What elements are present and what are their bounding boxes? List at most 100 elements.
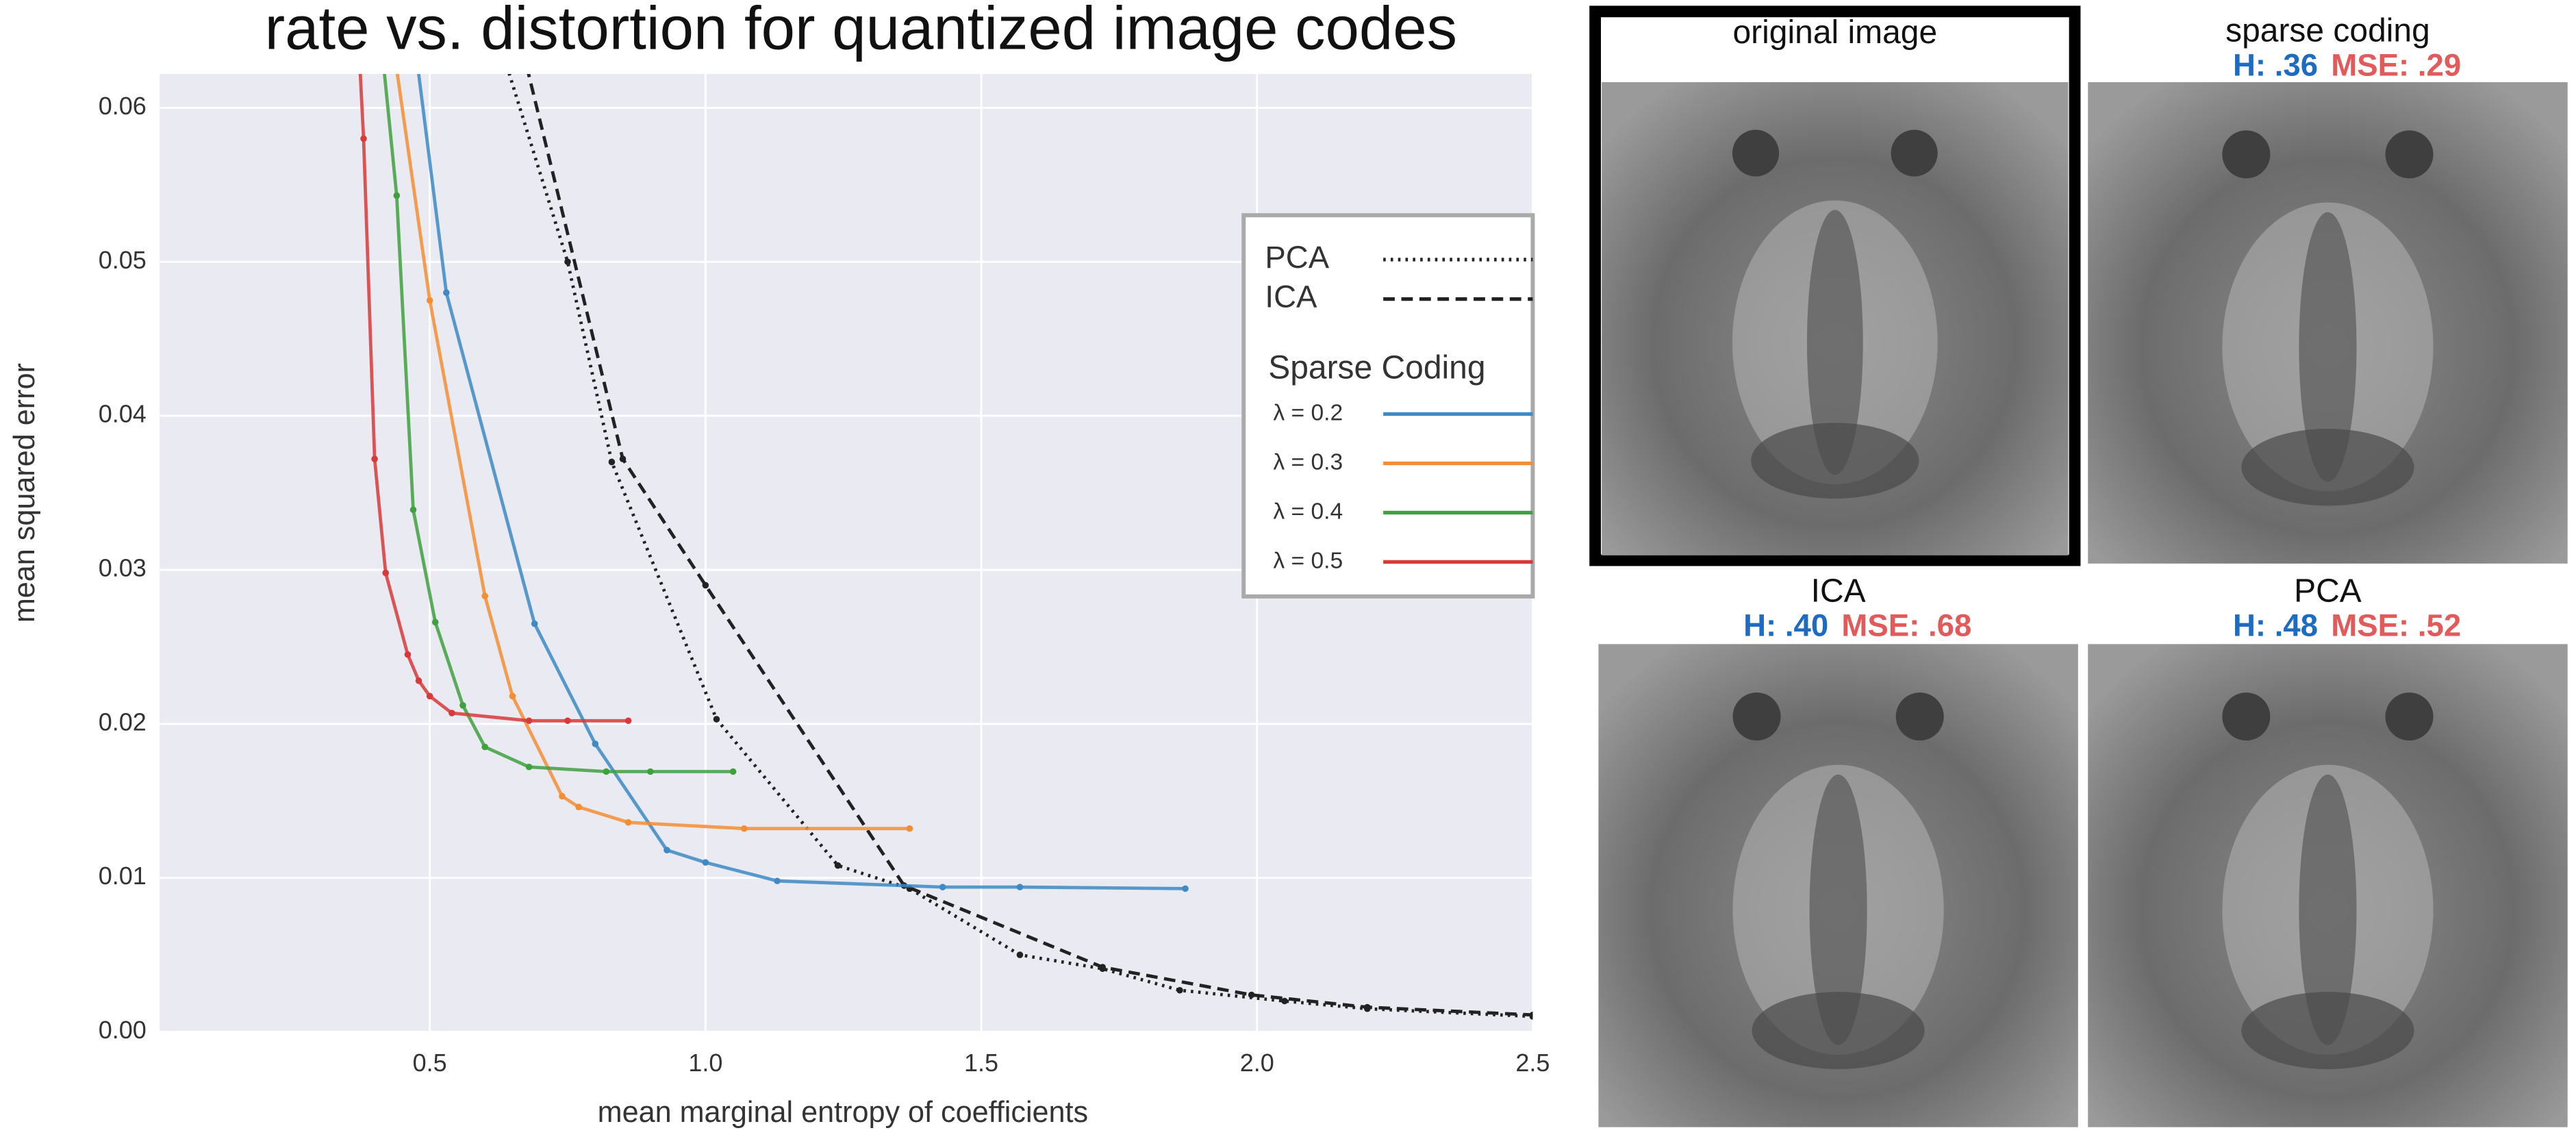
series-point	[664, 847, 670, 853]
series-point	[559, 792, 566, 800]
image-feature	[1895, 692, 1944, 741]
series-point	[531, 620, 538, 627]
panel-title: ICA	[1811, 573, 1866, 610]
series-point	[592, 740, 599, 747]
panel-mse: MSE: .29	[2331, 47, 2461, 82]
panel-image	[1602, 82, 2069, 555]
series-point	[1016, 951, 1024, 958]
image-feature	[1732, 129, 1780, 177]
image-feature	[2241, 429, 2414, 506]
panel-image	[2088, 82, 2568, 564]
y-axis-label: mean squared error	[8, 363, 41, 623]
x-tick-label: 2.5	[1515, 1049, 1550, 1077]
series-point	[939, 884, 946, 890]
panel-entropy: H: .40	[1743, 608, 1828, 642]
y-tick-label: 0.01	[99, 862, 147, 890]
image-feature	[2299, 774, 2357, 1045]
legend-subtitle: Sparse Coding	[1268, 349, 1485, 386]
series-point	[713, 716, 720, 723]
series-point	[564, 717, 571, 725]
legend-box	[1241, 213, 1535, 599]
series-point	[525, 763, 533, 771]
series-point	[702, 582, 709, 589]
image-feature	[1752, 992, 1925, 1069]
image-feature	[1732, 692, 1781, 741]
series-point	[564, 258, 571, 266]
series-point	[509, 692, 516, 700]
image-feature	[2385, 692, 2434, 741]
series-point	[729, 768, 737, 775]
series-point	[834, 862, 842, 869]
image-feature	[2241, 992, 2414, 1069]
y-tick-label: 0.00	[99, 1016, 147, 1044]
series-point	[415, 677, 422, 684]
series-point	[371, 455, 378, 462]
series-point	[360, 135, 367, 142]
series-line	[417, 73, 1186, 890]
series-point	[1182, 885, 1189, 892]
series-point	[1176, 986, 1183, 994]
legend-label: λ = 0.3	[1273, 449, 1343, 475]
image-feature	[1891, 129, 1938, 177]
series-point	[1529, 1011, 1533, 1019]
y-tick-label: 0.06	[99, 92, 147, 120]
series-point	[426, 297, 433, 304]
y-tick-label: 0.04	[99, 400, 147, 428]
series-point	[443, 289, 450, 297]
panel-mse: MSE: .52	[2331, 608, 2461, 642]
panel-title: original image	[1732, 14, 1937, 51]
series-point	[449, 710, 455, 716]
series-point	[525, 717, 533, 725]
chart-title: rate vs. distortion for quantized image …	[265, 0, 1457, 62]
plot-lines	[358, 73, 1533, 1020]
image-feature	[2222, 692, 2271, 741]
y-tick-label: 0.05	[99, 246, 147, 274]
series-point	[409, 506, 417, 514]
x-tick-label: 2.0	[1240, 1049, 1274, 1077]
x-tick-label: 1.5	[964, 1049, 998, 1077]
panel-image	[1598, 644, 2078, 1127]
series-line	[527, 73, 1533, 1017]
panel-mse: MSE: .68	[1841, 608, 1971, 642]
x-tick-label: 1.0	[688, 1049, 722, 1077]
x-tick-label: 0.5	[413, 1049, 447, 1077]
legend-label: λ = 0.4	[1273, 499, 1343, 524]
image-feature	[2222, 130, 2271, 179]
series-point	[646, 768, 654, 775]
panel-title: PCA	[2294, 573, 2362, 610]
image-feature	[1751, 423, 1919, 499]
image-feature	[2385, 130, 2434, 179]
series-point	[1364, 1003, 1371, 1011]
panel-entropy: H: .48	[2233, 608, 2318, 642]
series-line	[383, 73, 733, 773]
series-point	[740, 825, 748, 832]
image-feature	[2299, 212, 2357, 482]
series-point	[426, 692, 433, 700]
series-point	[603, 768, 610, 775]
legend-label: λ = 0.5	[1273, 548, 1343, 573]
series-point	[624, 717, 632, 725]
series-point	[1281, 997, 1288, 1005]
series-point	[906, 825, 913, 832]
series-point	[481, 592, 488, 599]
legend-label: ICA	[1265, 279, 1317, 314]
series-point	[404, 651, 412, 658]
y-tick-label: 0.02	[99, 708, 147, 736]
panel-title: sparse coding	[2225, 13, 2430, 49]
series-point	[1248, 991, 1255, 999]
series-point	[619, 455, 627, 462]
image-feature	[1806, 210, 1863, 475]
series-point	[382, 569, 390, 577]
series-point	[624, 819, 632, 826]
series-point	[1099, 964, 1107, 971]
series-point	[393, 192, 401, 199]
series-point	[431, 619, 439, 626]
x-axis-label: mean marginal entropy of coefficients	[598, 1096, 1088, 1129]
legend-label: λ = 0.2	[1273, 400, 1343, 425]
series-point	[1016, 884, 1024, 890]
series-point	[702, 859, 709, 866]
panel-entropy: H: .36	[2233, 47, 2318, 82]
series-point	[575, 803, 582, 811]
